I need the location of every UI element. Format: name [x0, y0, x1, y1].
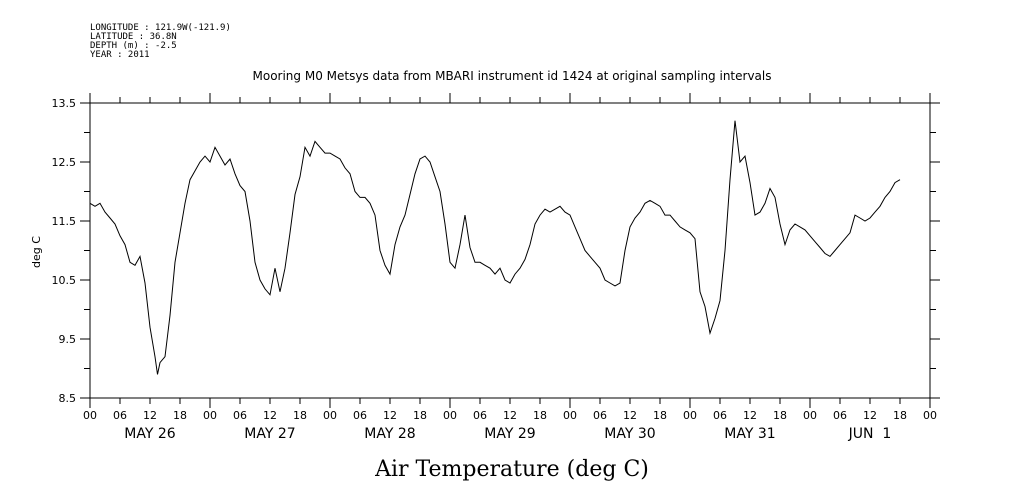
- header-year: YEAR : 2011: [90, 50, 150, 60]
- y-tick-label: 9.5: [59, 333, 77, 346]
- chart-title: Mooring M0 Metsys data from MBARI instru…: [253, 69, 772, 83]
- x-tick-label: 06: [353, 409, 367, 422]
- x-tick-label: 06: [833, 409, 847, 422]
- x-axis-label: Air Temperature (deg C): [374, 457, 649, 482]
- header-longitude: LONGITUDE : 121.9W(-121.9): [90, 23, 231, 33]
- x-tick-label: 18: [533, 409, 547, 422]
- x-tick-label: 06: [473, 409, 487, 422]
- y-axis: 13.5 12.5 11.5 10.5 9.5 8.5: [52, 97, 940, 405]
- plot-frame: [89, 102, 931, 399]
- x-tick-label: 00: [803, 409, 817, 422]
- date-label: MAY 26: [124, 426, 175, 442]
- x-tick-label: 06: [593, 409, 607, 422]
- x-tick-label: 00: [443, 409, 457, 422]
- header-latitude: LATITUDE : 36.8N: [90, 32, 177, 42]
- x-tick-label: 12: [263, 409, 277, 422]
- x-tick-label: 00: [563, 409, 577, 422]
- x-tick-label: 00: [683, 409, 697, 422]
- x-tick-label: 12: [383, 409, 397, 422]
- y-tick-label: 13.5: [52, 97, 77, 110]
- date-label: MAY 31: [724, 426, 775, 442]
- x-tick-label: 18: [173, 409, 187, 422]
- x-tick-label: 12: [863, 409, 877, 422]
- x-axis: 00 06 12 18 00 06 12 18 00 06 12 18 00 06 12 18 00 06 12 18…: [83, 93, 937, 422]
- date-label: MAY 27: [244, 426, 295, 442]
- x-tick-label: 12: [743, 409, 757, 422]
- y-tick-label: 8.5: [59, 392, 77, 405]
- date-axis: MAY 26 MAY 27 MAY 28 MAY 29 MAY 30 MAY 31 JUN …: [124, 426, 891, 442]
- x-tick-label: 18: [413, 409, 427, 422]
- x-tick-label: 00: [323, 409, 337, 422]
- x-tick-label: 12: [503, 409, 517, 422]
- date-label: MAY 30: [604, 426, 655, 442]
- x-tick-label: 06: [113, 409, 127, 422]
- x-tick-label: 12: [143, 409, 157, 422]
- x-tick-label: 12: [623, 409, 637, 422]
- y-tick-label: 12.5: [52, 156, 77, 169]
- air-temperature-line: [89, 120, 901, 375]
- x-tick-label: 00: [203, 409, 217, 422]
- date-label: MAY 29: [484, 426, 535, 442]
- x-tick-label: 06: [713, 409, 727, 422]
- x-tick-label: 06: [233, 409, 247, 422]
- date-label: JUN 1: [848, 426, 892, 442]
- x-tick-label: 00: [83, 409, 97, 422]
- x-tick-label: 18: [293, 409, 307, 422]
- x-tick-label: 00: [923, 409, 937, 422]
- x-tick-label: 18: [893, 409, 907, 422]
- y-axis-label: deg C: [30, 236, 43, 268]
- y-tick-label: 11.5: [52, 215, 77, 228]
- header-depth: DEPTH (m) : -2.5: [90, 41, 177, 51]
- x-tick-label: 18: [653, 409, 667, 422]
- date-label: MAY 28: [364, 426, 415, 442]
- y-tick-label: 10.5: [52, 274, 77, 287]
- x-tick-label: 18: [773, 409, 787, 422]
